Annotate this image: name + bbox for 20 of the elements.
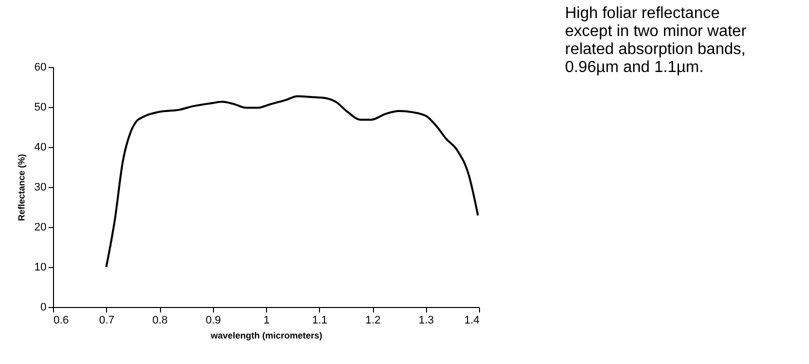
x-tick-label: 1.4 bbox=[464, 314, 480, 326]
x-tick-label: 0.9 bbox=[206, 314, 221, 326]
x-tick-label: 1 bbox=[263, 314, 270, 326]
y-tick-label: 50 bbox=[34, 102, 46, 114]
x-tick-label: 0.6 bbox=[54, 314, 69, 326]
y-tick-label: 0 bbox=[40, 302, 46, 314]
y-tick-label: 10 bbox=[34, 262, 46, 274]
x-tick-label: 1.3 bbox=[418, 314, 434, 326]
y-axis-title: Reflectance (%) bbox=[16, 154, 26, 222]
y-tick-label: 60 bbox=[34, 62, 46, 74]
y-tick-label: 30 bbox=[34, 182, 46, 194]
x-tick-label: 0.8 bbox=[152, 314, 168, 326]
y-tick-label: 40 bbox=[34, 142, 46, 154]
x-axis-title: wavelength (micrometers) bbox=[210, 330, 322, 340]
line-series bbox=[105, 95, 479, 268]
x-tick-label: 1.1 bbox=[312, 314, 328, 326]
y-tick-label: 20 bbox=[34, 222, 46, 234]
text: High foliar reflectance except in two minor water related absorption bands, 0.96µm and 1.1µm. bbox=[565, 5, 748, 76]
x-tick-label: 0.7 bbox=[99, 314, 114, 326]
x-tick-label: 1.2 bbox=[365, 314, 381, 326]
